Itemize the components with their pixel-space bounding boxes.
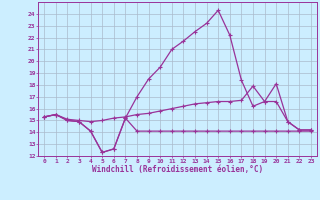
X-axis label: Windchill (Refroidissement éolien,°C): Windchill (Refroidissement éolien,°C) bbox=[92, 165, 263, 174]
